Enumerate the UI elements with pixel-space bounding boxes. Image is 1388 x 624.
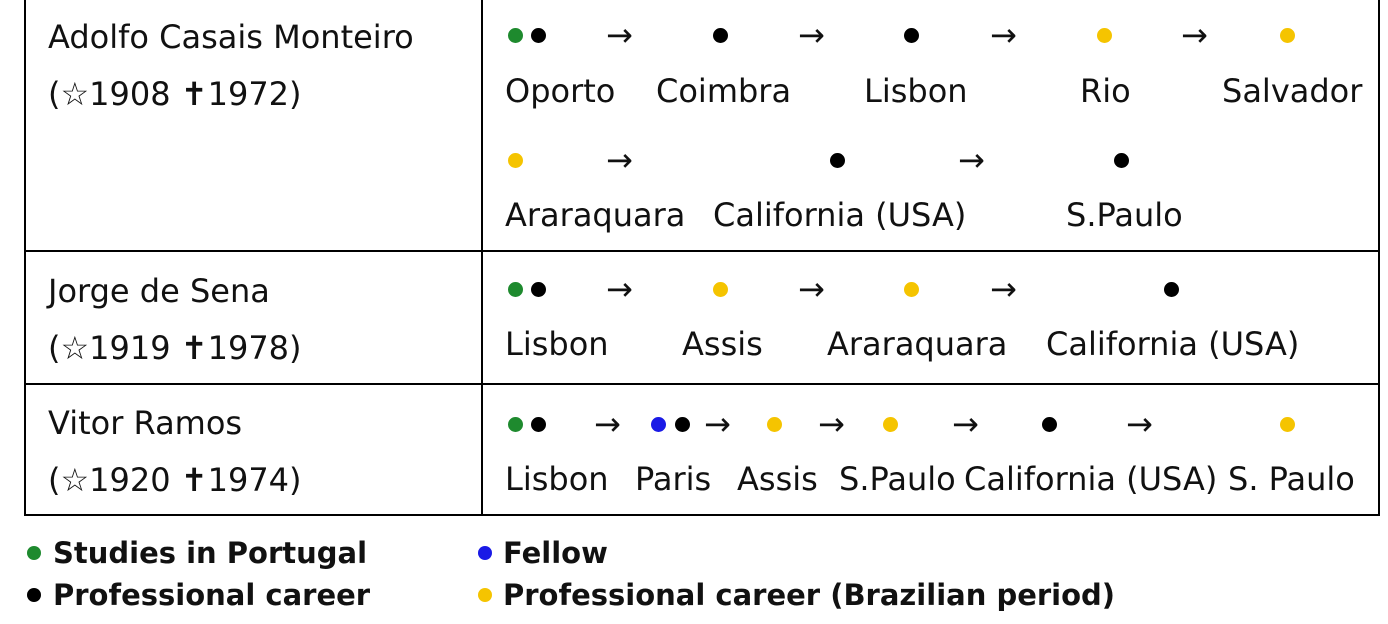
- row-divider: [26, 383, 1378, 385]
- place-label: Lisbon: [505, 325, 609, 363]
- place-label: Coimbra: [656, 72, 792, 110]
- arrow-icon: →: [1126, 405, 1153, 443]
- arrow-icon: →: [818, 405, 845, 443]
- fellow-dot: [651, 417, 666, 432]
- timeline-table: [24, 0, 1380, 516]
- professional-legend-dot: [27, 588, 41, 602]
- fellow-legend-dot: [478, 546, 492, 560]
- arrow-icon: →: [606, 16, 633, 54]
- professional-dot: [1042, 417, 1057, 432]
- arrow-icon: →: [990, 16, 1017, 54]
- professional-dot: [531, 417, 546, 432]
- place-label: California (USA): [1046, 325, 1300, 363]
- place-label: S.Paulo: [1066, 196, 1183, 234]
- place-label: Oporto: [505, 72, 616, 110]
- legend-fellow: Fellow: [503, 536, 608, 570]
- brazilian-dot: [1280, 417, 1295, 432]
- column-divider: [481, 0, 483, 514]
- arrow-icon: →: [704, 405, 731, 443]
- professional-dot: [1164, 282, 1179, 297]
- arrow-icon: →: [952, 405, 979, 443]
- place-label: California (USA): [964, 460, 1218, 498]
- person-name: Adolfo Casais Monteiro: [48, 18, 414, 56]
- brazilian-legend-dot: [478, 588, 492, 602]
- person-dates: (☆1908 ✝1972): [48, 75, 302, 113]
- person-dates: (☆1919 ✝1978): [48, 329, 302, 367]
- studies-legend-dot: [27, 546, 41, 560]
- arrow-icon: →: [990, 270, 1017, 308]
- place-label: Paris: [635, 460, 712, 498]
- brazilian-dot: [1097, 28, 1112, 43]
- person-dates: (☆1920 ✝1974): [48, 461, 302, 499]
- place-label: Araraquara: [827, 325, 1008, 363]
- studies-dot: [508, 282, 523, 297]
- arrow-icon: →: [1181, 16, 1208, 54]
- brazilian-dot: [1280, 28, 1295, 43]
- professional-dot: [675, 417, 690, 432]
- studies-dot: [508, 417, 523, 432]
- arrow-icon: →: [798, 270, 825, 308]
- arrow-icon: →: [606, 141, 633, 179]
- professional-dot: [531, 28, 546, 43]
- brazilian-dot: [508, 153, 523, 168]
- legend-studies: Studies in Portugal: [53, 536, 368, 570]
- place-label: Araraquara: [505, 196, 686, 234]
- place-label: Lisbon: [505, 460, 609, 498]
- professional-dot: [830, 153, 845, 168]
- person-name: Vitor Ramos: [48, 404, 243, 442]
- brazilian-dot: [713, 282, 728, 297]
- person-name: Jorge de Sena: [48, 272, 270, 310]
- professional-dot: [713, 28, 728, 43]
- place-label: S.Paulo: [839, 460, 956, 498]
- row-divider: [26, 250, 1378, 252]
- place-label: Lisbon: [864, 72, 968, 110]
- arrow-icon: →: [606, 270, 633, 308]
- place-label: Assis: [682, 325, 763, 363]
- place-label: S. Paulo: [1228, 460, 1355, 498]
- professional-dot: [904, 28, 919, 43]
- place-label: Salvador: [1222, 72, 1363, 110]
- brazilian-dot: [883, 417, 898, 432]
- arrow-icon: →: [594, 405, 621, 443]
- brazilian-dot: [767, 417, 782, 432]
- professional-dot: [1114, 153, 1129, 168]
- studies-dot: [508, 28, 523, 43]
- place-label: Rio: [1080, 72, 1131, 110]
- place-label: California (USA): [713, 196, 967, 234]
- legend-brazilian: Professional career (Brazilian period): [503, 578, 1116, 612]
- professional-dot: [531, 282, 546, 297]
- legend-professional: Professional career: [53, 578, 371, 612]
- arrow-icon: →: [958, 141, 985, 179]
- arrow-icon: →: [798, 16, 825, 54]
- brazilian-dot: [904, 282, 919, 297]
- place-label: Assis: [737, 460, 818, 498]
